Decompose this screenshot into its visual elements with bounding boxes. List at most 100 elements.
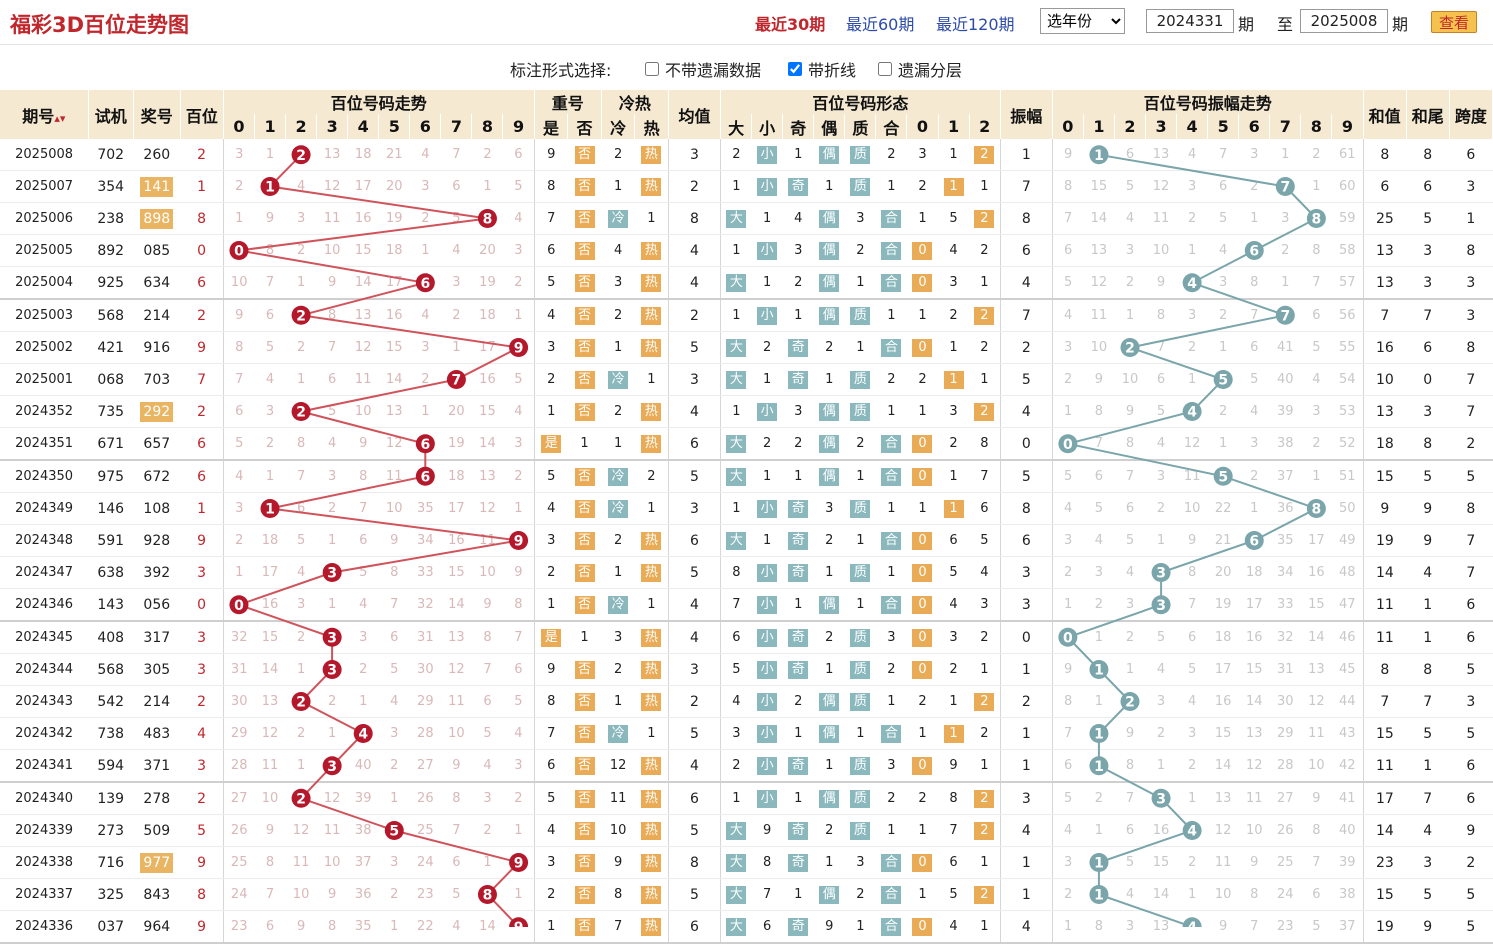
- amp-trend-cell: [1145, 782, 1177, 815]
- repeat-tag: 否: [574, 885, 595, 904]
- trend-cell: 18: [347, 139, 379, 171]
- form-cell: 1: [782, 139, 814, 171]
- period-header[interactable]: 期号▴▾: [0, 90, 89, 139]
- trend-cell: 10: [285, 878, 317, 911]
- trend-cell: [502, 846, 535, 879]
- amp-trend-cell: 4: [1051, 814, 1084, 847]
- recent-60-link[interactable]: 最近60期: [846, 15, 915, 34]
- form-cell: 偶: [813, 878, 845, 911]
- amp-trend-cell: 4: [1207, 234, 1239, 267]
- form-cell: 质: [844, 395, 876, 428]
- amp-trend-cell: 4: [1238, 395, 1270, 428]
- trend-cell: 2: [378, 878, 410, 911]
- option-no-miss-data[interactable]: 不带遗漏数据: [645, 57, 761, 81]
- form-tag: 小: [757, 756, 778, 775]
- trend-cell: 6: [440, 846, 472, 879]
- amp-trend-cell: 10: [1238, 814, 1270, 847]
- amp-trend-cell: 2: [1145, 492, 1177, 525]
- from-period-input[interactable]: [1146, 9, 1234, 33]
- amp-digit-header: 4: [1176, 114, 1209, 139]
- trend-cell: 1: [502, 878, 535, 911]
- coldhot-tag: 热: [641, 402, 662, 421]
- option-with-line-checkbox[interactable]: [788, 62, 802, 76]
- sum-cell: 14: [1362, 814, 1407, 847]
- form-cell: 小: [751, 782, 783, 815]
- trend-cell: 3: [502, 749, 535, 783]
- span-cell: 3: [1449, 170, 1493, 203]
- amp-trend-cell: 41: [1331, 782, 1364, 815]
- span-cell: 7: [1449, 556, 1493, 589]
- option-no-miss-data-checkbox[interactable]: [645, 62, 659, 76]
- amp-trend-cell: 6: [1051, 234, 1084, 267]
- year-select[interactable]: 选年份: [1040, 8, 1125, 34]
- amp-trend-cell: 2: [1300, 139, 1332, 171]
- trend-cell: 20: [471, 234, 503, 267]
- amp-trend-cell: 15: [1238, 653, 1270, 686]
- query-button[interactable]: 查看: [1431, 11, 1477, 33]
- span-cell: 8: [1449, 234, 1493, 267]
- trend-digit-header: 1: [254, 114, 287, 139]
- form-sub-header: 小: [751, 114, 784, 139]
- amplitude-cell: 1: [999, 878, 1053, 911]
- trend-cell: 3: [409, 331, 441, 364]
- form-cell: 1: [720, 299, 752, 332]
- form-cell: 质: [844, 685, 876, 718]
- form-tag: 大: [726, 273, 747, 292]
- repeat-yes-header: 是: [534, 114, 569, 139]
- trend-cell: 32: [409, 588, 441, 622]
- repeat-cell: 6: [533, 749, 568, 783]
- trend-cell: 2: [222, 524, 255, 557]
- table-row: 2024347 638 392 3 1 17 4 5 8 33 15 10 9 2 否 1 热 5 8 小奇 1 质 1 0 5…: [0, 556, 1493, 589]
- amp-trend-cell: 17: [1300, 524, 1332, 557]
- form-cell: 合: [875, 427, 907, 461]
- amp-trend-group-header: 百位号码振幅走势: [1052, 90, 1364, 114]
- trend-cell: 12: [440, 653, 472, 686]
- trend-cell: 2: [502, 266, 535, 300]
- prize-cell: 843: [133, 878, 181, 911]
- amp-trend-cell: 4: [1145, 427, 1177, 461]
- form-cell: 0: [906, 427, 938, 461]
- form-cell: 1: [906, 299, 938, 332]
- trend-cell: 12: [254, 717, 286, 750]
- amp-trend-cell: 1: [1300, 170, 1332, 203]
- trend-cell: 19: [471, 266, 503, 300]
- amp-trend-cell: 10: [1207, 878, 1239, 911]
- amplitude-cell: 0: [999, 621, 1053, 654]
- repeat-cell: 否: [567, 556, 602, 589]
- form-cell: 1: [844, 460, 876, 493]
- trial-cell: 325: [88, 878, 134, 911]
- form-cell: 1: [875, 492, 907, 525]
- form-cell: 1: [938, 492, 970, 525]
- form-group-header: 百位号码形态: [720, 90, 1001, 114]
- amp-trend-cell: [1176, 266, 1208, 300]
- trend-cell: 12: [316, 170, 348, 203]
- amp-trend-cell: 10: [1083, 331, 1115, 364]
- amplitude-header: 振幅: [1000, 90, 1053, 139]
- repeat-cell: 否: [567, 170, 602, 203]
- option-miss-layer-checkbox[interactable]: [878, 62, 892, 76]
- hundreds-header: 百位: [180, 90, 224, 139]
- amp-trend-cell: [1269, 170, 1301, 203]
- coldhot-cell: 热: [634, 846, 669, 879]
- period-cell: 2024340: [0, 782, 89, 815]
- option-with-line[interactable]: 带折线: [788, 57, 856, 81]
- repeat-tag: 否: [574, 241, 595, 260]
- amp-trend-cell: 11: [1207, 846, 1239, 879]
- sort-arrows-icon[interactable]: ▴▾: [54, 111, 66, 125]
- recent-120-link[interactable]: 最近120期: [936, 15, 1015, 34]
- to-period-input[interactable]: [1300, 9, 1388, 33]
- amp-trend-cell: 28: [1269, 749, 1301, 783]
- amp-trend-cell: [1083, 139, 1115, 171]
- amp-trend-cell: 4: [1051, 492, 1084, 525]
- form-cell: 偶: [813, 717, 845, 750]
- form-cell: 质: [844, 170, 876, 203]
- repeat-tag: 否: [574, 724, 595, 743]
- form-tag: 小: [757, 724, 778, 743]
- amp-trend-cell: 1: [1300, 460, 1332, 493]
- form-cell: 6: [938, 846, 970, 879]
- trend-cell: 28: [409, 717, 441, 750]
- form-cell: 2: [969, 621, 1001, 654]
- option-miss-layer[interactable]: 遗漏分层: [878, 57, 962, 81]
- amp-trend-cell: 5: [1207, 202, 1239, 235]
- recent-30-link[interactable]: 最近30期: [755, 15, 826, 34]
